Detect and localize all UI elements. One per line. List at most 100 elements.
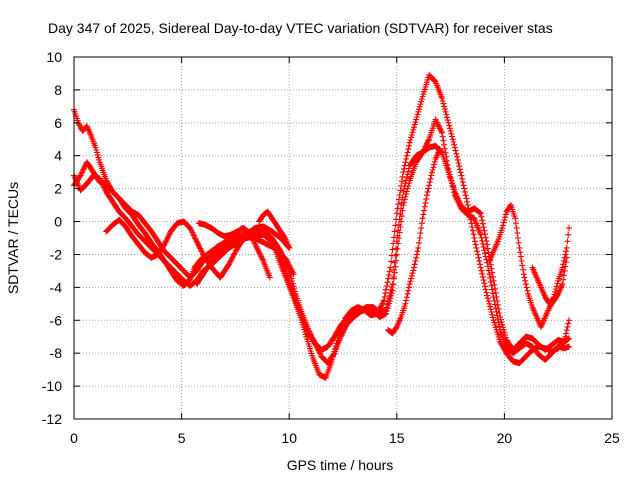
data-point bbox=[420, 211, 427, 218]
data-point bbox=[486, 300, 493, 307]
data-point bbox=[384, 301, 391, 308]
data-point bbox=[445, 119, 452, 126]
data-point bbox=[560, 276, 567, 283]
data-point bbox=[423, 192, 430, 199]
data-point bbox=[477, 210, 484, 217]
data-point bbox=[231, 250, 238, 257]
data-point bbox=[226, 260, 233, 266]
data-point bbox=[472, 238, 478, 245]
data-point bbox=[483, 238, 490, 245]
data-point bbox=[454, 153, 461, 160]
data-point bbox=[383, 307, 389, 314]
data-point bbox=[395, 201, 402, 208]
series-track-h bbox=[385, 146, 443, 337]
data-point bbox=[565, 320, 572, 327]
data-point bbox=[162, 240, 169, 247]
data-point bbox=[489, 286, 496, 293]
data-point bbox=[489, 273, 496, 280]
plot-area bbox=[71, 72, 572, 381]
data-point bbox=[563, 327, 570, 334]
data-point bbox=[440, 100, 447, 107]
data-point bbox=[500, 324, 506, 331]
data-point bbox=[190, 231, 197, 237]
x-tick-label: 15 bbox=[389, 430, 405, 446]
data-point bbox=[561, 254, 568, 261]
data-point bbox=[501, 329, 508, 336]
data-point bbox=[406, 281, 413, 288]
data-point bbox=[330, 351, 337, 358]
data-point bbox=[431, 161, 438, 168]
data-point bbox=[403, 156, 410, 162]
data-point bbox=[517, 249, 524, 256]
y-tick-labels: 10 8 6 4 2 0 -2 -4 -6 -8 -10 -12 bbox=[42, 49, 62, 427]
data-point bbox=[495, 319, 502, 326]
data-point bbox=[419, 215, 426, 222]
data-point bbox=[489, 311, 496, 318]
data-point bbox=[477, 264, 484, 271]
data-point bbox=[566, 335, 572, 342]
data-point bbox=[426, 182, 433, 189]
data-point bbox=[430, 164, 437, 171]
data-point bbox=[392, 252, 399, 259]
data-point bbox=[498, 319, 505, 326]
data-point bbox=[412, 119, 419, 126]
x-tick-label: 20 bbox=[497, 430, 513, 446]
data-point bbox=[429, 167, 436, 173]
data-point bbox=[485, 298, 492, 305]
data-point bbox=[290, 271, 297, 278]
x-tick-label: 0 bbox=[70, 430, 78, 446]
data-point bbox=[383, 286, 389, 293]
data-point bbox=[563, 330, 570, 337]
data-point bbox=[481, 247, 488, 254]
data-point bbox=[474, 248, 481, 255]
data-point bbox=[385, 271, 392, 278]
data-point bbox=[407, 278, 414, 285]
data-point bbox=[560, 272, 567, 279]
data-point bbox=[492, 285, 499, 292]
data-point bbox=[413, 254, 420, 261]
data-point bbox=[482, 231, 488, 238]
data-point bbox=[418, 220, 425, 227]
data-point bbox=[476, 209, 483, 216]
data-point bbox=[402, 159, 409, 166]
data-point bbox=[399, 194, 406, 201]
data-point bbox=[551, 291, 558, 298]
data-point bbox=[198, 247, 204, 254]
data-point bbox=[443, 111, 450, 118]
data-point bbox=[478, 213, 485, 220]
data-point bbox=[403, 294, 410, 301]
data-point bbox=[521, 274, 528, 281]
data-point bbox=[441, 103, 448, 110]
data-point bbox=[390, 266, 397, 273]
data-point bbox=[492, 289, 499, 296]
data-point bbox=[456, 166, 463, 173]
data-point bbox=[477, 261, 483, 268]
data-point bbox=[434, 119, 440, 126]
data-point bbox=[488, 265, 495, 272]
data-point bbox=[388, 258, 395, 265]
data-point bbox=[164, 235, 171, 242]
data-point bbox=[517, 253, 524, 260]
y-tick-label: -10 bbox=[42, 378, 62, 394]
data-point bbox=[455, 160, 462, 166]
data-point bbox=[405, 168, 412, 175]
data-point bbox=[425, 185, 432, 192]
data-point bbox=[393, 251, 400, 258]
data-point bbox=[428, 169, 435, 176]
data-point bbox=[495, 305, 502, 312]
data-point bbox=[483, 289, 490, 296]
data-point bbox=[418, 96, 425, 103]
data-point bbox=[501, 216, 508, 223]
data-point bbox=[479, 273, 486, 280]
data-point bbox=[380, 297, 387, 304]
data-point bbox=[491, 281, 498, 288]
data-point bbox=[227, 258, 234, 265]
data-point bbox=[457, 169, 464, 176]
data-point bbox=[425, 137, 432, 144]
data-point bbox=[520, 266, 527, 273]
data-point bbox=[428, 172, 435, 179]
data-point bbox=[160, 242, 167, 249]
data-point bbox=[285, 261, 292, 267]
data-point bbox=[383, 304, 390, 311]
data-point bbox=[383, 282, 390, 289]
